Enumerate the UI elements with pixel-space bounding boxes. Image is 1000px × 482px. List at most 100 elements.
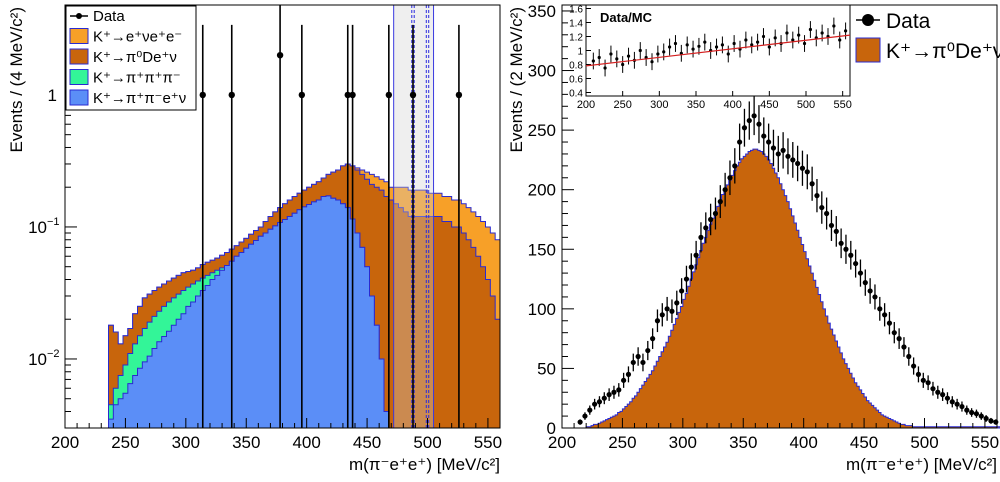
inset-y-tick-label: 1.6 bbox=[569, 5, 583, 16]
y-tick-label: 10 bbox=[28, 218, 47, 237]
data-point bbox=[630, 359, 636, 366]
inset-point bbox=[621, 62, 625, 67]
x-tick-label: 450 bbox=[850, 433, 878, 452]
data-point bbox=[969, 409, 975, 416]
inset-point bbox=[703, 40, 707, 44]
inset-point bbox=[685, 43, 689, 47]
data-point bbox=[799, 165, 806, 171]
data-point bbox=[349, 91, 356, 99]
data-point bbox=[828, 222, 835, 229]
data-point bbox=[780, 147, 786, 153]
data-point bbox=[582, 413, 588, 419]
data-point bbox=[640, 359, 646, 366]
inset-point bbox=[673, 41, 678, 46]
x-tick-label: 350 bbox=[232, 433, 260, 452]
x-tick-label: 550 bbox=[971, 433, 999, 452]
data-point bbox=[601, 395, 607, 401]
y-tick-label: 250 bbox=[528, 121, 556, 140]
x-tick-label: 250 bbox=[111, 433, 139, 452]
inset-point bbox=[797, 33, 801, 37]
inset-point bbox=[697, 44, 701, 48]
right-legend: Data K⁺→π⁰De⁺ν bbox=[855, 10, 1000, 63]
data-point bbox=[766, 139, 772, 145]
inset-point bbox=[802, 41, 807, 46]
mc-histogram-area bbox=[562, 148, 1000, 429]
data-point bbox=[712, 210, 719, 217]
y-tick-exponent: −2 bbox=[47, 348, 60, 360]
inset-x-tick-label: 250 bbox=[613, 99, 631, 111]
inset-y-tick-label: 1.2 bbox=[569, 33, 583, 44]
legend-swatch bbox=[69, 69, 89, 85]
y-tick-label: 1 bbox=[48, 86, 57, 105]
x-tick-label: 200 bbox=[548, 433, 576, 452]
inset-x-tick-label: 500 bbox=[797, 99, 815, 111]
x-tick-label: 350 bbox=[729, 433, 757, 452]
data-point bbox=[872, 294, 878, 300]
data-point bbox=[732, 163, 738, 169]
data-point bbox=[298, 91, 306, 99]
data-point bbox=[199, 91, 206, 99]
data-point bbox=[596, 399, 603, 405]
inset-title: Data/MC bbox=[600, 10, 653, 25]
x-tick-label: 400 bbox=[292, 433, 320, 452]
data-point bbox=[385, 91, 393, 99]
inset-y-tick-label: 1.4 bbox=[569, 19, 583, 30]
data-point bbox=[761, 133, 767, 139]
y-tick-label: 10 bbox=[28, 350, 47, 369]
data-point bbox=[344, 91, 351, 99]
data-point bbox=[606, 392, 612, 398]
data-point bbox=[737, 139, 743, 145]
inset-point bbox=[832, 24, 836, 28]
data-point bbox=[409, 91, 417, 99]
inset-point bbox=[791, 38, 795, 42]
data-point bbox=[611, 389, 617, 395]
data-point bbox=[906, 353, 912, 360]
ratio-inset: Data/MC 0.4 0.6 0.8 1 1.2 1.4 1.6 200 250 300 350 40… bbox=[569, 4, 852, 111]
x-tick-label: 550 bbox=[474, 433, 502, 452]
data-point bbox=[645, 347, 651, 354]
data-point bbox=[896, 336, 902, 342]
data-point bbox=[654, 318, 661, 324]
inset-point bbox=[732, 41, 736, 46]
data-point bbox=[814, 193, 820, 199]
data-point bbox=[577, 419, 583, 425]
legend-swatch bbox=[69, 89, 89, 106]
data-point bbox=[983, 415, 989, 422]
right-x-ticks: 200 250 300 350 400 450 500 550 bbox=[548, 418, 999, 452]
legend-label-ke4: K⁺→π⁺π⁻e⁺ν bbox=[93, 90, 186, 107]
data-point bbox=[819, 204, 825, 211]
legend-label-data: Data bbox=[93, 8, 125, 25]
data-point bbox=[944, 395, 951, 401]
data-point bbox=[959, 403, 965, 410]
data-point bbox=[867, 288, 873, 294]
inset-y-tick-label: 0.8 bbox=[569, 61, 583, 72]
data-point bbox=[978, 413, 984, 419]
right-y-ticks: 0 50 100 150 200 250 300 350 bbox=[528, 2, 574, 438]
legend-label-data: Data bbox=[886, 10, 931, 33]
inset-point bbox=[638, 48, 642, 53]
right-y-axis-title: Events / (2 MeV/c²) bbox=[507, 7, 526, 152]
legend-swatch bbox=[69, 48, 89, 65]
inset-x-tick-label: 200 bbox=[577, 99, 595, 111]
data-point bbox=[853, 260, 859, 267]
data-point bbox=[886, 320, 893, 326]
inset-point bbox=[714, 45, 719, 49]
inset-point bbox=[726, 52, 730, 56]
data-point bbox=[838, 240, 844, 246]
data-point bbox=[650, 336, 656, 342]
y-tick-label: 150 bbox=[528, 240, 556, 259]
y-tick-label: 100 bbox=[528, 300, 556, 319]
data-point bbox=[848, 252, 854, 258]
inset-point bbox=[591, 59, 595, 63]
data-point bbox=[891, 330, 897, 336]
inset-point bbox=[668, 45, 672, 49]
data-point bbox=[843, 246, 849, 252]
inset-point bbox=[767, 45, 771, 49]
data-point bbox=[228, 91, 235, 99]
right-mc-histogram bbox=[562, 148, 1000, 429]
data-point bbox=[857, 270, 864, 276]
data-point bbox=[804, 169, 810, 175]
x-tick-label: 500 bbox=[413, 433, 441, 452]
inset-y-tick-label: 1 bbox=[577, 47, 583, 58]
